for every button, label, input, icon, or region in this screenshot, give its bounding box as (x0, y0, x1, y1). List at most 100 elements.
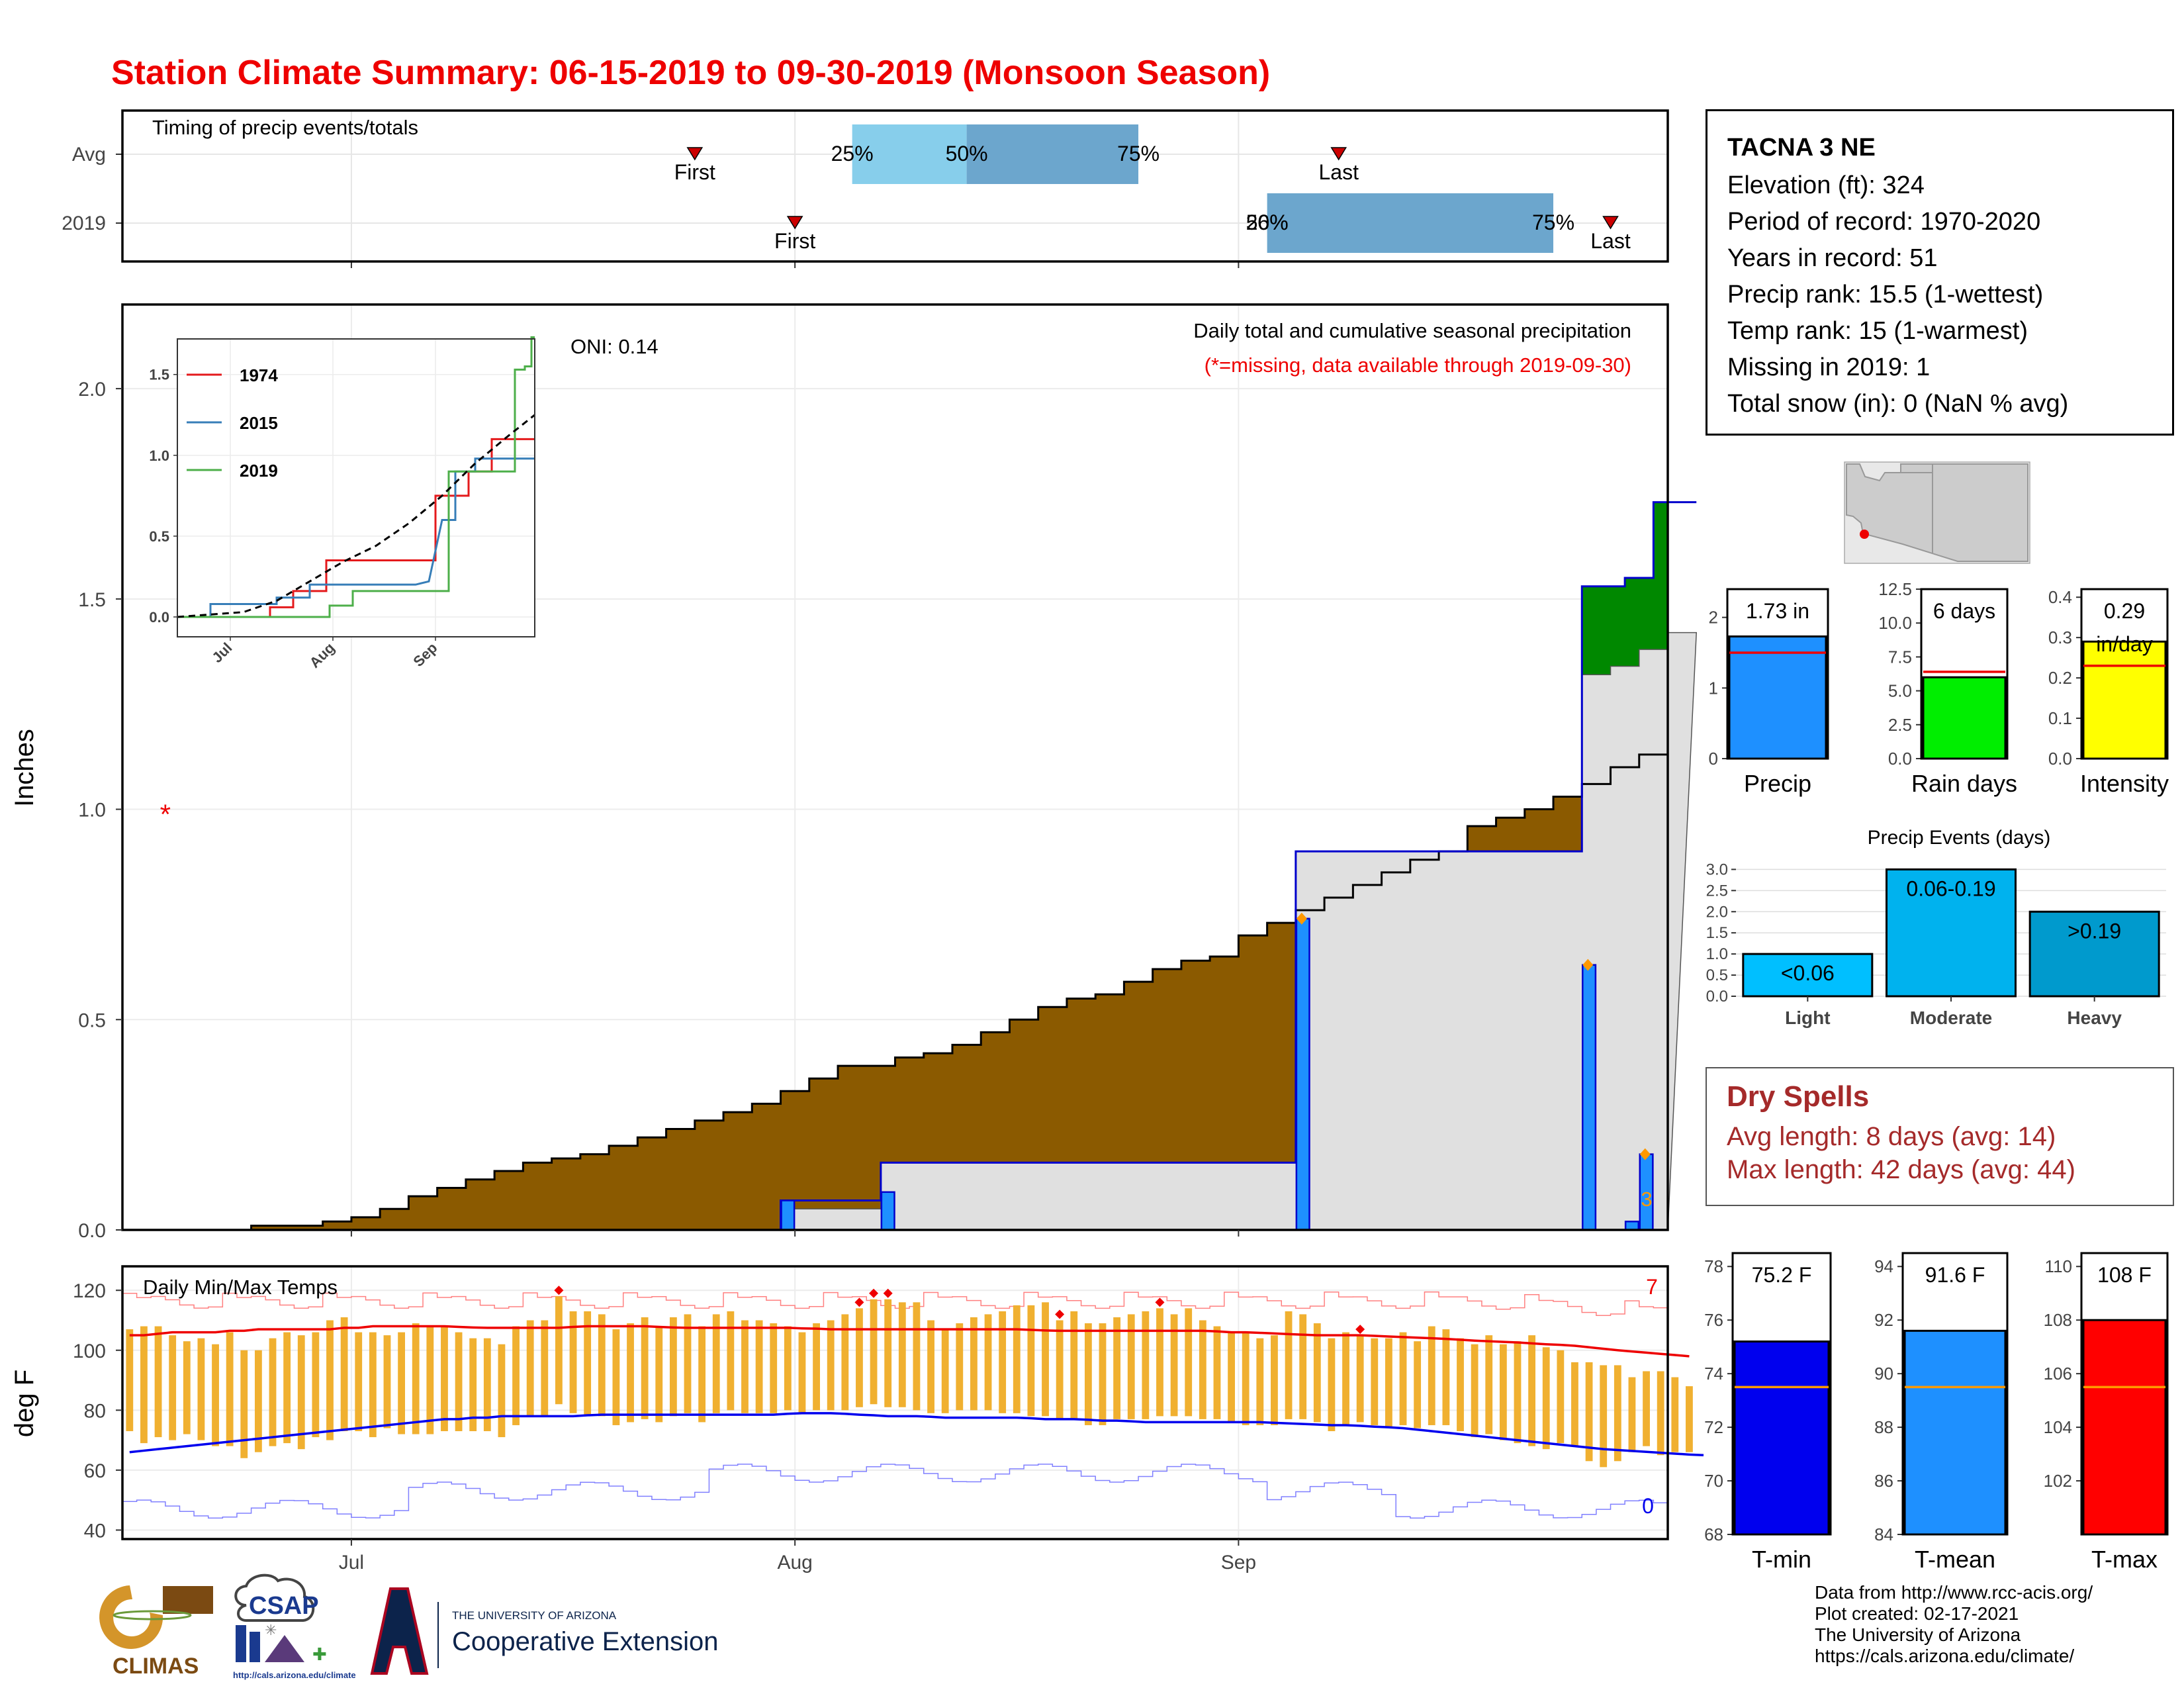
precip-ytick-label-2: 1.0 (78, 800, 106, 821)
precip-value-bar (1728, 635, 1827, 760)
rain-days-ytick-label-4: 10.0 (1878, 613, 1912, 633)
daily-temp-bar (770, 1323, 778, 1413)
daily-temp-bar (584, 1311, 592, 1417)
avg-min-line (129, 1412, 1704, 1456)
daily-temp-bar (1471, 1344, 1479, 1438)
tmax-ytick-label-1: 104 (2044, 1417, 2072, 1437)
temp-y-axis: 40 60 80 100 120 (73, 1280, 122, 1542)
oni-label: ONI: 0.14 (570, 335, 659, 358)
csap-logo: CSAP ✳ ✚ http://cals.arizona.edu/climate (233, 1573, 356, 1680)
tmax-ytick-label-0: 102 (2044, 1471, 2072, 1491)
daily-temp-bar (369, 1332, 377, 1438)
intensity-ytick-label-3: 0.3 (2048, 628, 2072, 647)
daily-temp-bar (1242, 1332, 1250, 1425)
tmin-value-label: 75.2 F (1752, 1263, 1812, 1287)
tmin-ytick-label-1: 70 (1704, 1471, 1723, 1491)
intensity-ytick-label-0: 0.0 (2048, 749, 2072, 769)
timing-pct-75: 75% (1117, 142, 1160, 165)
station-name: TACNA 3 NE (1727, 134, 1876, 162)
daily-temp-bar (999, 1311, 1007, 1413)
temp-xtick-label-1: Aug (777, 1552, 812, 1573)
avg-cumulative-line (122, 741, 1669, 1231)
credits: Data from http://www.rcc-acis.org/ Plot … (1815, 1582, 2093, 1667)
inset-ytick-label-3: 1.5 (149, 367, 169, 383)
legend-label-1974: 1974 (240, 365, 278, 385)
csap-bar-1 (236, 1625, 246, 1662)
precip-ytick-label-2: 2 (1709, 608, 1718, 628)
tmean-value-label: 91.6 F (1925, 1263, 1985, 1287)
summary-bars: 0 1 2 1.73 in Precip 0.0 2.5 5.0 7.5 10.0 12.5 6 da… (1709, 579, 2169, 797)
precip-frame (121, 303, 1669, 1231)
rain-days-ytick-label-1: 2.5 (1888, 715, 1912, 735)
timing-pct-overlap-b: 50% (1246, 211, 1289, 234)
page-title: Station Climate Summary: 06-15-2019 to 0… (111, 54, 1270, 92)
daily-precip-bar-0 (780, 1199, 796, 1231)
events-ytick-label-6: 3.0 (1706, 861, 1728, 878)
csap-plant-icon: ✚ (312, 1644, 327, 1664)
daily-temp-bar (898, 1302, 906, 1407)
precip-y-axis-label: Inches (10, 729, 39, 807)
summary-bar-precip: 0 1 2 1.73 in Precip (1709, 588, 1829, 797)
daily-temp-bar (283, 1332, 291, 1444)
events-bar-label-2: >0.19 (2068, 919, 2121, 943)
summary-bar-tmax: 102 104 106 108 110 108 F T-max (2044, 1252, 2169, 1573)
timing-label-last: Last (1318, 160, 1359, 184)
daily-temp-bar (1084, 1323, 1092, 1425)
daily-temp-bar (1056, 1320, 1064, 1419)
summary-bar-tmean: 84 86 88 90 92 94 91.6 F T-mean (1874, 1252, 2009, 1573)
rain-days-label: Rain days (1911, 770, 2017, 797)
precip-events-chart: Precip Events (days) 0.0 0.5 1.0 1.5 2.0 2.5 3.… (1706, 827, 2166, 1028)
station-period: Period of record: 1970-2020 (1727, 208, 2041, 236)
daily-temp-bar (1299, 1314, 1307, 1419)
tmax-ytick-label-4: 110 (2045, 1256, 2072, 1276)
daily-temp-bar (1514, 1341, 1522, 1444)
csap-mountain (265, 1635, 304, 1662)
daily-temp-bar (1256, 1338, 1264, 1425)
daily-temp-bar (1113, 1317, 1121, 1419)
daily-temp-bar (297, 1335, 305, 1450)
csap-sun-icon: ✳ (265, 1622, 277, 1638)
tmax-ytick-label-2: 106 (2044, 1364, 2072, 1383)
daily-temp-bar (970, 1317, 978, 1411)
tmean-ytick-label-1: 86 (1874, 1471, 1893, 1491)
above-avg-area (1582, 502, 1668, 688)
avg-max-line (129, 1325, 1690, 1358)
precip-subtitle: (*=missing, data available through 2019-… (1205, 353, 1631, 377)
daily-temp-bar (1600, 1365, 1608, 1468)
events-bar-0 (1742, 953, 1874, 998)
daily-temp-bar (927, 1320, 934, 1413)
record-low-line (122, 1464, 1668, 1519)
daily-temp-bar (183, 1341, 191, 1434)
events-category-0: Light (1785, 1008, 1830, 1028)
daily-temp-bar (1657, 1371, 1664, 1456)
station-precip-rank: Precip rank: 15.5 (1-wettest) (1727, 281, 2044, 308)
record-high-marker-0 (554, 1286, 564, 1295)
precip-label: Precip (1744, 770, 1811, 797)
daily-temp-bar (727, 1311, 735, 1411)
events-ytick-label-0: 0.0 (1706, 988, 1728, 1006)
temp-ytick-label-1: 60 (84, 1460, 106, 1482)
tmean-ytick-label-4: 92 (1874, 1310, 1893, 1330)
daily-temp-bar (1371, 1338, 1379, 1425)
rain-days-value-bar (1922, 676, 2007, 760)
daily-temp-bar (984, 1314, 992, 1411)
precip-ytick-label-1: 1 (1709, 678, 1718, 698)
events-bar-2 (2028, 910, 2160, 998)
daily-precip-bar-2 (1295, 917, 1310, 1231)
daily-temp-bar (941, 1329, 949, 1413)
rain-days-value-label: 6 days (1933, 599, 1995, 623)
temp-panel: 40 60 80 100 120 Jul Aug Sep Daily Min/Max Tem… (10, 1265, 1704, 1573)
climas-logo-arc (99, 1585, 163, 1649)
daily-temp-bar (212, 1344, 219, 1446)
daily-temp-bar (1199, 1320, 1206, 1419)
daily-temp-bar (555, 1296, 563, 1405)
rain-days-ytick-label-2: 5.0 (1888, 681, 1912, 701)
daily-temp-bar (641, 1317, 649, 1419)
daily-temp-bar (1156, 1308, 1163, 1417)
daily-temp-bar (1385, 1338, 1392, 1429)
record-high-marker-2 (869, 1288, 879, 1298)
csap-cloud (234, 1573, 315, 1622)
daily-temp-bar (1585, 1362, 1593, 1462)
inset-legend: 1974 2015 2019 (187, 365, 278, 481)
